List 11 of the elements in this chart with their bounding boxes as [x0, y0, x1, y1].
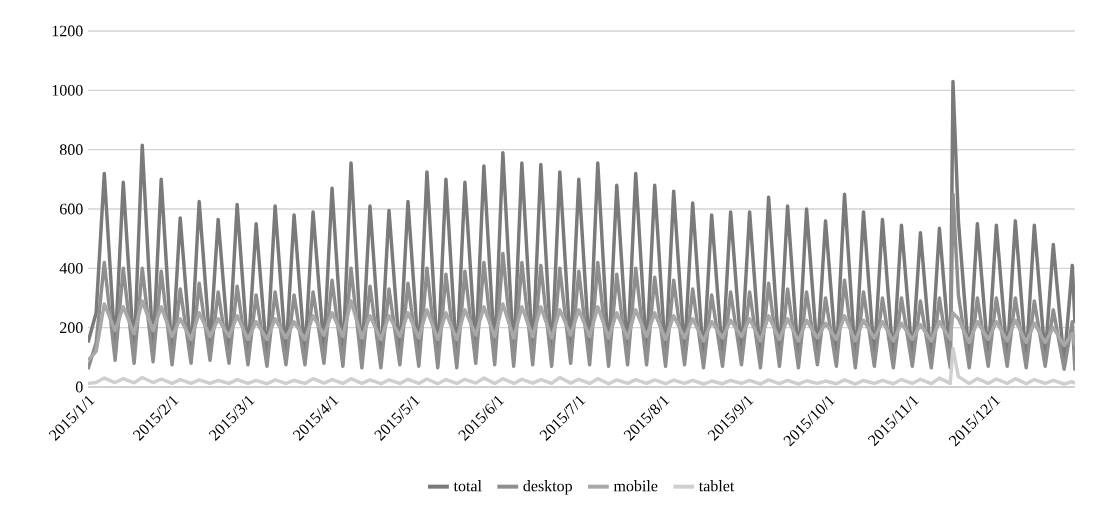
- y-tick-label: 600: [59, 203, 83, 215]
- legend-label: mobile: [613, 480, 658, 492]
- y-tick-label: 1000: [52, 84, 83, 96]
- y-tick-label: 200: [60, 322, 83, 334]
- y-tick-label: 1200: [52, 25, 83, 37]
- legend-label: desktop: [523, 480, 572, 495]
- y-tick-label: 400: [59, 262, 83, 274]
- y-tick-label: 0: [75, 381, 83, 393]
- y-tick-label: 800: [59, 144, 83, 156]
- legend-label: tablet: [698, 480, 735, 492]
- legend-label: total: [453, 480, 482, 492]
